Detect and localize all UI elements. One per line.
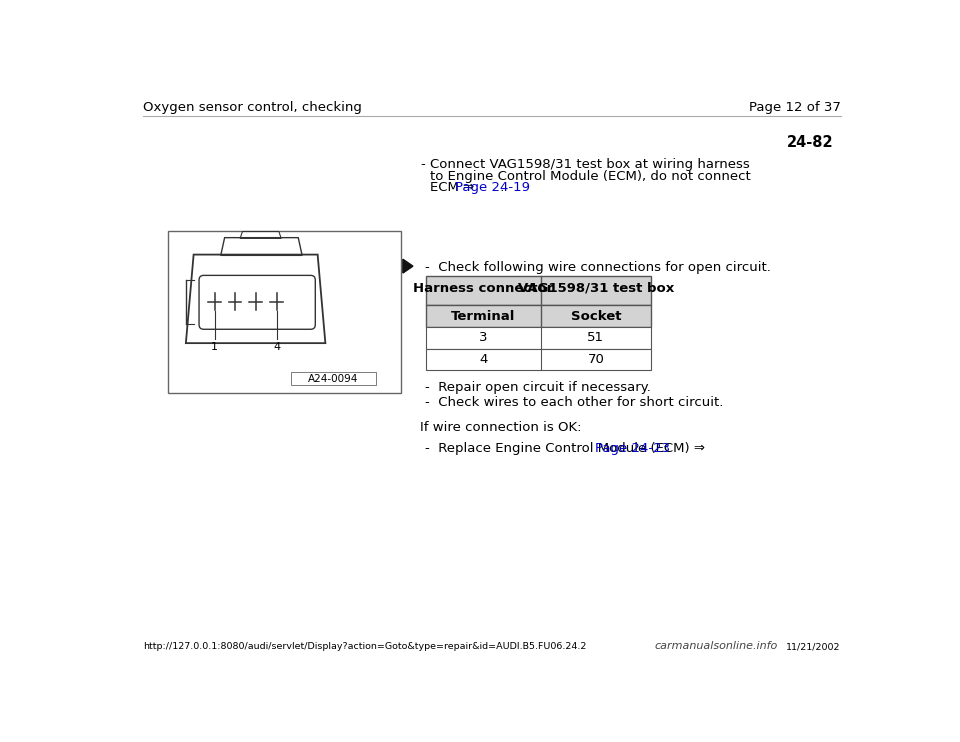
Text: to Engine Control Module (ECM), do not connect: to Engine Control Module (ECM), do not c… [430,170,751,183]
Text: Connect VAG1598/31 test box at wiring harness: Connect VAG1598/31 test box at wiring ha… [430,158,750,171]
Text: Terminal: Terminal [451,310,516,323]
Text: -: - [420,158,425,171]
Text: Socket: Socket [570,310,621,323]
Text: 4: 4 [479,352,488,366]
Text: ECM ⇒: ECM ⇒ [430,182,478,194]
Polygon shape [403,259,413,273]
Text: -  Check following wire connections for open circuit.: - Check following wire connections for o… [424,260,771,274]
Text: Page 12 of 37: Page 12 of 37 [749,101,841,114]
Bar [426,349,651,370]
Text: Oxygen sensor control, checking: Oxygen sensor control, checking [143,101,362,114]
Text: -  Check wires to each other for short circuit.: - Check wires to each other for short ci… [424,396,723,410]
Text: -  Repair open circuit if necessary.: - Repair open circuit if necessary. [424,381,651,394]
Text: .: . [495,182,504,194]
Text: Page 24-23: Page 24-23 [594,442,670,456]
Text: 24-82: 24-82 [786,135,833,150]
Text: A24-0094: A24-0094 [308,373,358,384]
Bar [426,276,651,306]
Text: 70: 70 [588,352,604,366]
Text: Harness connector: Harness connector [414,281,554,295]
Text: VAG1598/31 test box: VAG1598/31 test box [517,281,674,295]
Bar [291,372,375,386]
Text: 1: 1 [211,341,218,352]
Text: http://127.0.0.1:8080/audi/servlet/Display?action=Goto&type=repair&id=AUDI.B5.FU: http://127.0.0.1:8080/audi/servlet/Displ… [143,642,587,651]
Text: 11/21/2002: 11/21/2002 [786,642,841,651]
Bar [168,232,400,393]
Bar [426,327,651,349]
Text: 51: 51 [588,331,605,344]
Text: 4: 4 [273,341,280,352]
Text: Page 24-19: Page 24-19 [455,182,530,194]
Bar [426,306,651,327]
Text: 3: 3 [479,331,488,344]
Text: If wire connection is OK:: If wire connection is OK: [420,421,582,434]
Text: -  Replace Engine Control Module (ECM) ⇒: - Replace Engine Control Module (ECM) ⇒ [424,442,708,456]
Text: carmanualsonline.info: carmanualsonline.info [655,641,778,651]
